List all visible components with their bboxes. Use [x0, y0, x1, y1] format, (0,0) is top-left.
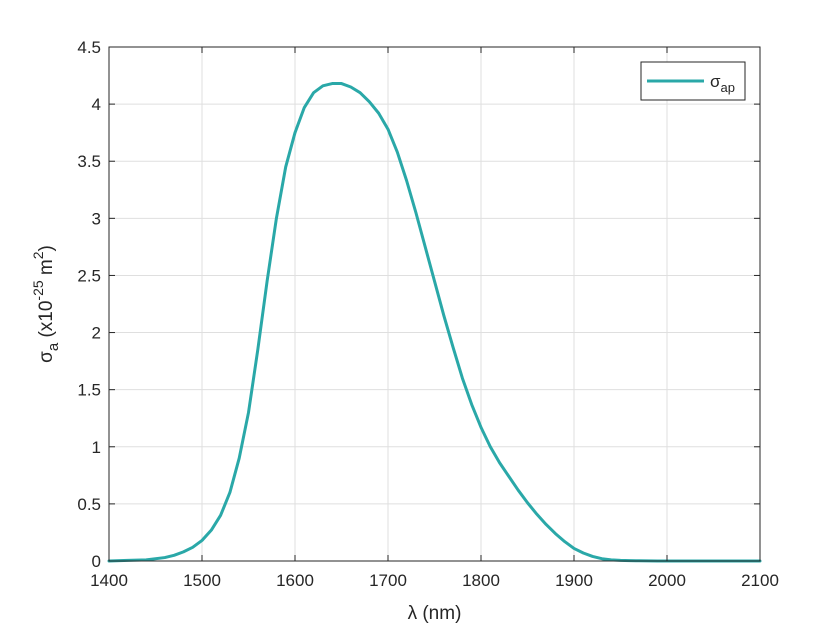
tick-labels: 1400 1500 1600 1700 1800 1900 2000 2100 0 0.5 1 1.5… [77, 38, 779, 590]
x-tick-label: 1900 [555, 571, 593, 590]
y-tick-label: 4 [92, 95, 101, 114]
y-tick-label: 2.5 [77, 266, 101, 285]
x-axis-title: λ (nm) [408, 603, 462, 624]
y-tick-label: 4.5 [77, 38, 101, 57]
x-tick-label: 1800 [462, 571, 500, 590]
y-tick-label: 1.5 [77, 381, 101, 400]
y-axis-title-sup2: 2 [30, 251, 46, 259]
y-axis-title-base: σ [36, 351, 57, 363]
legend: σap [640, 61, 746, 101]
x-tick-label: 2000 [648, 571, 686, 590]
y-tick-label: 2 [92, 324, 101, 343]
y-axis-title-sup1: -25 [30, 280, 46, 300]
y-tick-label: 0.5 [77, 495, 101, 514]
y-axis-title-text1: (x10 [36, 301, 57, 343]
x-tick-label: 1400 [90, 571, 128, 590]
series-line-sigma-ap [107, 82, 762, 563]
legend-entry-base: σ [710, 72, 721, 91]
y-tick-label: 3 [92, 209, 101, 228]
series-layer [107, 82, 762, 563]
y-axis-title-text3: ) [36, 245, 57, 251]
y-tick-label: 0 [92, 552, 101, 571]
x-tick-label: 1600 [276, 571, 314, 590]
x-tick-label: 1500 [183, 571, 221, 590]
legend-entry-label: σap [710, 72, 735, 95]
y-tick-label: 3.5 [77, 152, 101, 171]
y-axis-title-base-sub: a [45, 342, 62, 351]
y-axis-title-text2: m [36, 259, 57, 280]
y-axis-title: σa (x10-25 m2) [30, 245, 62, 363]
axis-ticks [108, 46, 761, 562]
plot-area-border [108, 46, 761, 562]
x-tick-label: 1700 [369, 571, 407, 590]
legend-entry-sub: ap [721, 80, 735, 95]
y-tick-label: 1 [92, 438, 101, 457]
x-tick-label: 2100 [741, 571, 779, 590]
